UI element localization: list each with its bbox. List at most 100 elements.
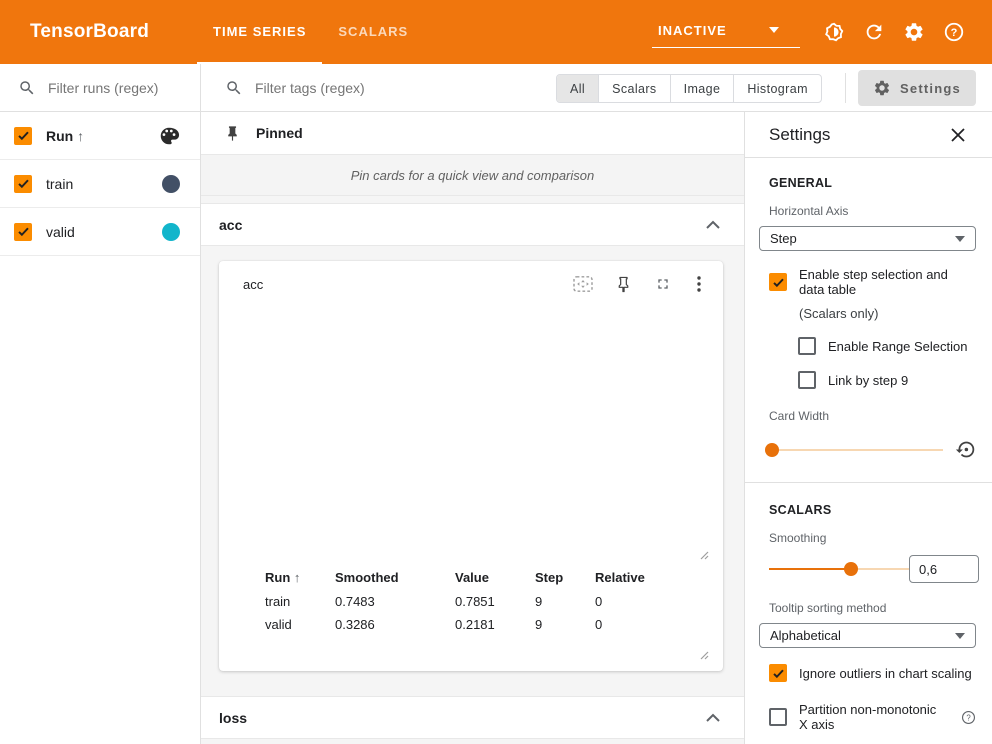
- reset-icon[interactable]: [955, 439, 976, 460]
- step-selection-checkbox[interactable]: [769, 273, 787, 291]
- contrast-icon[interactable]: [814, 12, 854, 52]
- runs-column-header[interactable]: Run ↑: [46, 127, 85, 144]
- link-by-step-row: Link by step 9: [759, 371, 976, 389]
- table-row-train: train 0.7483 0.7851 9 0: [243, 590, 709, 613]
- dashboard-tabs: TIME SERIES SCALARS: [197, 0, 424, 64]
- panel-divider: [745, 482, 992, 483]
- settings-button[interactable]: Settings: [858, 70, 976, 106]
- link-by-step-label: Link by step 9: [828, 372, 909, 388]
- run-row-valid[interactable]: valid: [0, 208, 200, 256]
- run-checkbox[interactable]: [14, 174, 32, 193]
- run-checkbox[interactable]: [14, 222, 32, 241]
- tags-toolbar: All Scalars Image Histogram Settings: [201, 64, 992, 112]
- reload-status-select[interactable]: INACTIVE: [652, 17, 800, 48]
- range-selection-row: Enable Range Selection: [759, 337, 976, 355]
- settings-button-label: Settings: [900, 80, 961, 96]
- scalar-card-acc: acc: [219, 261, 723, 671]
- tab-time-series[interactable]: TIME SERIES: [197, 0, 323, 64]
- help-icon[interactable]: ?: [934, 12, 974, 52]
- tab-scalars[interactable]: SCALARS: [338, 23, 409, 39]
- section-header-acc[interactable]: acc: [201, 203, 744, 246]
- cell-run: valid: [265, 617, 292, 632]
- general-heading: GENERAL: [769, 176, 833, 190]
- runs-list: train valid: [0, 160, 200, 256]
- pin-icon: [224, 125, 241, 142]
- chip-image[interactable]: Image: [671, 75, 735, 102]
- sort-arrow: ↑: [77, 127, 85, 144]
- step-selection-row: Enable step selection and data table: [759, 267, 976, 297]
- settings-panel-title: Settings: [769, 124, 831, 144]
- ignore-outliers-row: Ignore outliers in chart scaling: [759, 664, 976, 682]
- cell-relative: 0: [595, 617, 603, 632]
- smoothing-slider[interactable]: [769, 562, 909, 576]
- close-icon[interactable]: [950, 127, 966, 143]
- chevron-down-icon: [955, 632, 965, 639]
- palette-icon[interactable]: [158, 125, 180, 147]
- run-color-swatch[interactable]: [162, 222, 180, 241]
- gear-icon[interactable]: [894, 12, 934, 52]
- pinned-hint: Pin cards for a quick view and compariso…: [201, 155, 744, 196]
- tensorboard-logo: TensorBoard: [30, 21, 150, 42]
- settings-panel-header: Settings: [745, 112, 992, 158]
- main-content: Pinned Pin cards for a quick view and co…: [201, 112, 744, 744]
- table-row-valid: valid 0.3286 0.2181 9 0: [243, 613, 709, 636]
- run-name: train: [46, 175, 74, 192]
- kebab-menu-icon[interactable]: [687, 272, 711, 296]
- chip-scalars[interactable]: Scalars: [599, 75, 671, 102]
- col-relative[interactable]: Relative: [595, 569, 645, 585]
- fullscreen-icon[interactable]: [651, 272, 675, 296]
- horizontal-axis-label: Horizontal Axis: [769, 204, 849, 218]
- help-icon[interactable]: ?: [961, 710, 976, 725]
- cell-smoothed: 0.3286: [335, 617, 375, 632]
- run-row-train[interactable]: train: [0, 160, 200, 208]
- svg-text:?: ?: [966, 713, 971, 722]
- col-run[interactable]: Run ↑: [265, 569, 301, 585]
- ignore-outliers-checkbox[interactable]: [769, 664, 787, 682]
- cell-value: 0.7851: [455, 594, 495, 609]
- step-selection-label: Enable step selection and data table: [799, 267, 948, 297]
- col-value[interactable]: Value: [455, 569, 489, 585]
- app-header: TensorBoard TIME SERIES SCALARS INACTIVE: [0, 0, 992, 64]
- settings-panel-body: GENERAL Horizontal Axis Step Enable step…: [745, 176, 992, 744]
- chip-all[interactable]: All: [557, 75, 600, 102]
- refresh-icon[interactable]: [854, 12, 894, 52]
- chevron-up-icon[interactable]: [706, 220, 720, 229]
- cell-step: 9: [535, 617, 543, 632]
- run-color-swatch[interactable]: [162, 174, 180, 193]
- cell-step: 9: [535, 594, 543, 609]
- select-all-runs-checkbox[interactable]: [14, 126, 32, 145]
- horizontal-axis-select[interactable]: Step: [759, 226, 976, 251]
- pin-icon[interactable]: [611, 272, 635, 296]
- range-selection-label: Enable Range Selection: [828, 338, 968, 354]
- link-by-step-checkbox[interactable]: [798, 371, 816, 389]
- chip-histogram[interactable]: Histogram: [747, 81, 808, 96]
- tooltip-sorting-select[interactable]: Alphabetical: [759, 623, 976, 648]
- filter-runs-input[interactable]: [48, 79, 188, 96]
- partition-checkbox[interactable]: [769, 708, 787, 726]
- section-header-loss[interactable]: loss: [201, 696, 744, 739]
- search-icon: [225, 79, 243, 97]
- settings-panel: Settings GENERAL Horizontal Axis Step En…: [744, 112, 992, 744]
- card-width-slider[interactable]: [765, 442, 943, 457]
- col-smoothed[interactable]: Smoothed: [335, 569, 399, 585]
- chevron-up-icon[interactable]: [706, 713, 720, 722]
- tooltip-sorting-label: Tooltip sorting method: [769, 601, 887, 615]
- card-header: acc: [219, 261, 723, 301]
- cell-value: 0.2181: [455, 617, 495, 632]
- run-status-text: INACTIVE: [658, 22, 727, 38]
- cell-run: train: [265, 594, 291, 609]
- range-selection-checkbox[interactable]: [798, 337, 816, 355]
- pinned-label: Pinned: [256, 125, 303, 141]
- resize-handle[interactable]: [698, 649, 709, 660]
- fit-to-data-icon[interactable]: [571, 272, 595, 296]
- smoothing-value-input[interactable]: [909, 555, 979, 583]
- chevron-down-icon: [955, 235, 965, 242]
- resize-handle[interactable]: [698, 549, 709, 560]
- col-step[interactable]: Step: [535, 569, 564, 585]
- filter-tags-input[interactable]: [255, 79, 505, 96]
- toolbar-divider: [845, 73, 846, 103]
- acc-line-chart[interactable]: [219, 303, 723, 565]
- header-actions: INACTIVE ?: [652, 12, 974, 52]
- card-title: acc: [243, 276, 264, 292]
- partition-row: Partition non-monotonic X axis ?: [759, 702, 976, 732]
